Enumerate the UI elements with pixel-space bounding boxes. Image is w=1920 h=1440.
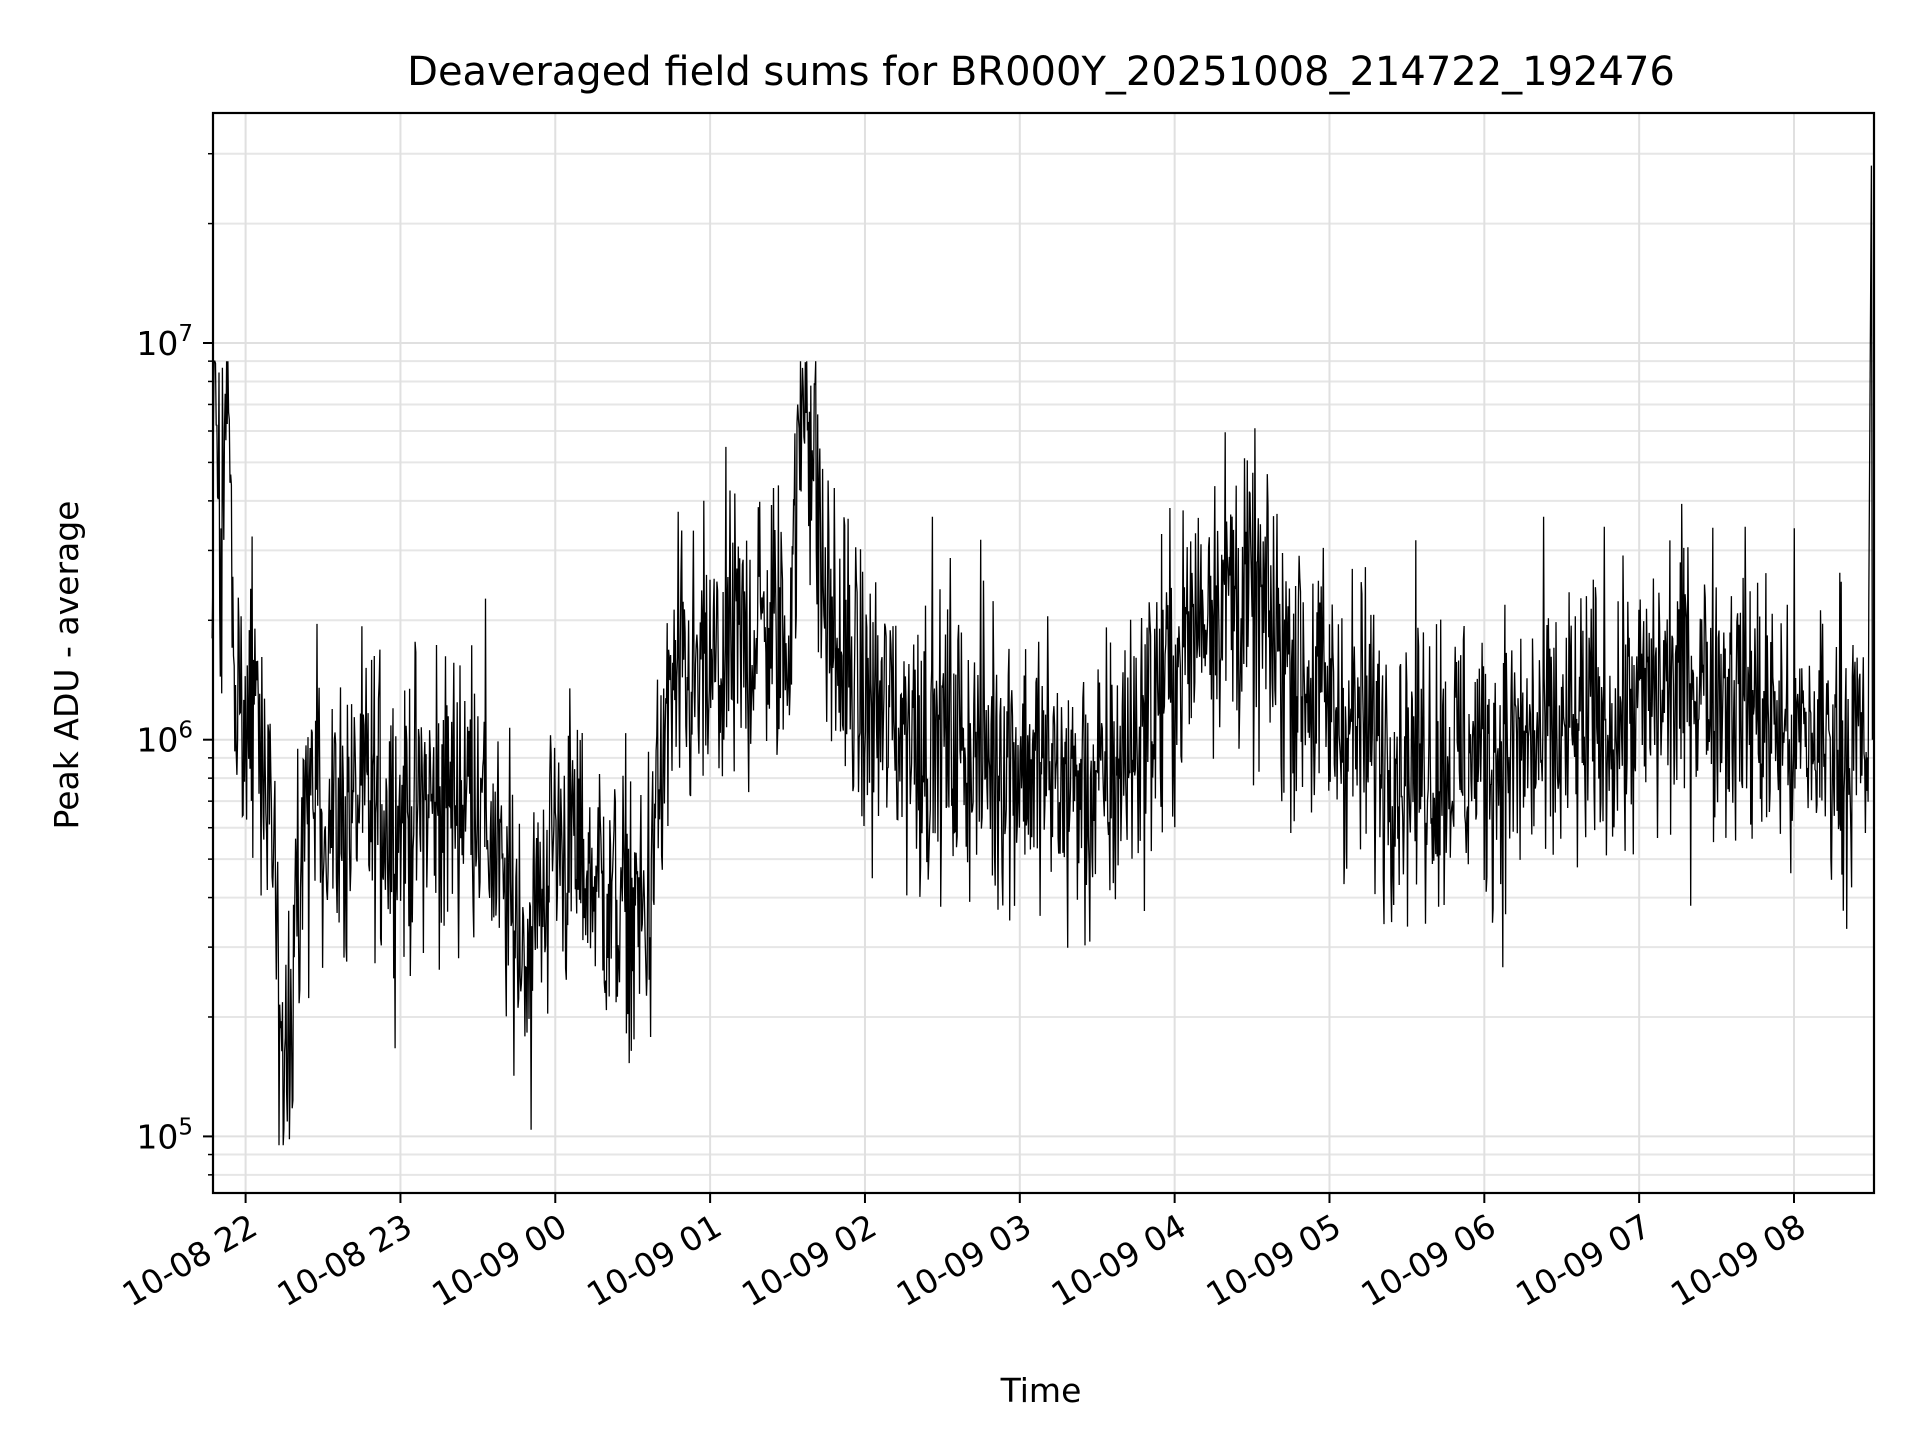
chart-title: Deaveraged field sums for BR000Y_2025100… (407, 49, 1675, 95)
y-tick-label: 106 (136, 718, 193, 760)
y-tick-label: 107 (136, 321, 193, 363)
y-axis-title: Peak ADU - average (47, 501, 86, 830)
y-tick-label: 105 (136, 1114, 193, 1156)
series-line (211, 165, 1874, 1146)
x-axis-title: Time (1000, 1371, 1082, 1410)
data-series (211, 165, 1874, 1146)
plot-area-frame (211, 111, 1876, 1195)
